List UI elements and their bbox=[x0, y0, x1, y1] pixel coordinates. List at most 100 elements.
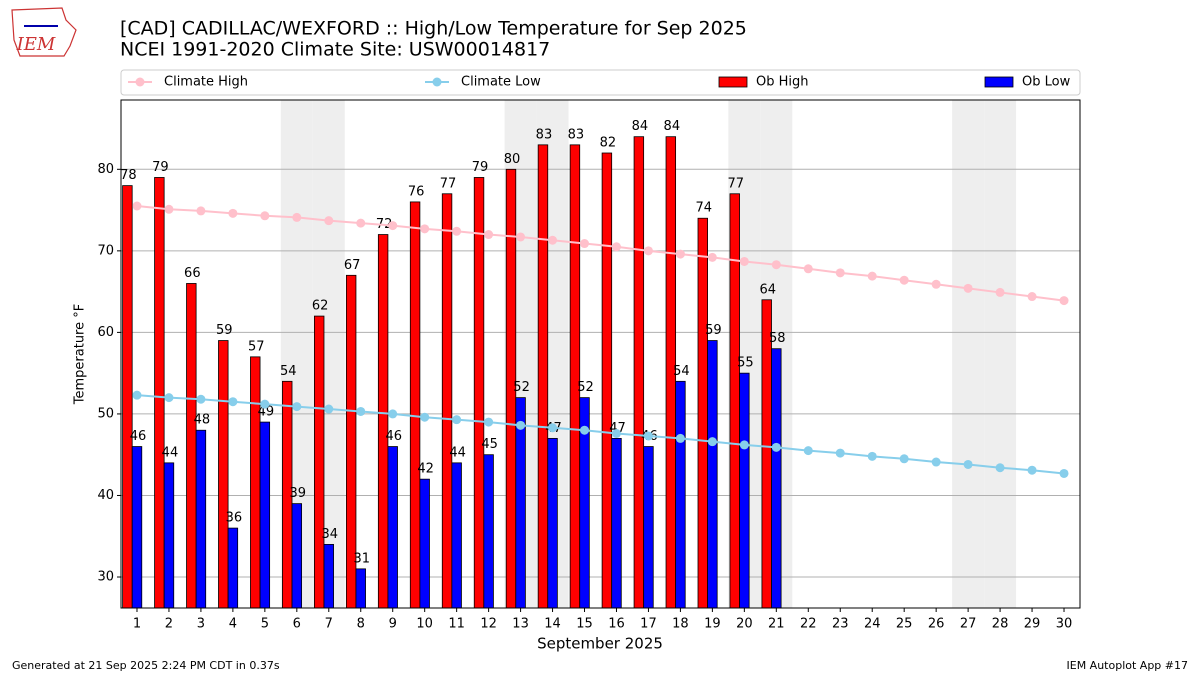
x-tick-label: 7 bbox=[325, 617, 333, 632]
point bbox=[164, 204, 174, 214]
value-label: 84 bbox=[664, 119, 681, 134]
bar bbox=[227, 527, 239, 609]
bar bbox=[323, 543, 334, 609]
point bbox=[548, 235, 558, 245]
bar bbox=[377, 234, 389, 609]
point bbox=[995, 463, 1005, 473]
x-tick-label: 19 bbox=[704, 617, 721, 632]
legend-label: Climate High bbox=[164, 75, 248, 90]
bar bbox=[218, 340, 229, 609]
x-tick-label: 14 bbox=[544, 617, 561, 632]
value-label: 77 bbox=[440, 176, 457, 191]
point bbox=[707, 252, 717, 262]
point bbox=[1059, 468, 1069, 478]
chart-subtitle: NCEI 1991-2020 Climate Site: USW00014817 bbox=[120, 39, 550, 61]
bar bbox=[163, 462, 175, 609]
logo-outline bbox=[11, 7, 77, 57]
point bbox=[643, 431, 653, 441]
logo: IEM bbox=[11, 7, 77, 57]
bar bbox=[291, 503, 303, 609]
value-label: 59 bbox=[216, 323, 233, 338]
bar bbox=[313, 315, 325, 609]
weekend-band bbox=[952, 100, 985, 608]
bar bbox=[643, 446, 654, 609]
value-label: 79 bbox=[472, 160, 489, 175]
point bbox=[228, 397, 238, 407]
point bbox=[611, 429, 621, 439]
value-label: 49 bbox=[258, 405, 275, 420]
point bbox=[548, 423, 558, 433]
point bbox=[580, 239, 590, 249]
value-label: 44 bbox=[449, 445, 466, 460]
point bbox=[132, 201, 142, 211]
value-label: 64 bbox=[759, 282, 776, 297]
x-tick-label: 18 bbox=[672, 617, 689, 632]
chart-title: [CAD] CADILLAC/WEXFORD :: High/Low Tempe… bbox=[120, 18, 747, 40]
point bbox=[388, 221, 398, 231]
point bbox=[739, 256, 749, 266]
value-label: 46 bbox=[130, 429, 147, 444]
point bbox=[132, 390, 142, 400]
x-tick-label: 11 bbox=[448, 617, 465, 632]
value-label: 67 bbox=[344, 258, 361, 273]
bar bbox=[122, 185, 133, 609]
point bbox=[931, 457, 941, 467]
x-axis-label: September 2025 bbox=[537, 635, 663, 653]
value-label: 66 bbox=[184, 266, 201, 281]
legend-box bbox=[120, 69, 1081, 96]
point bbox=[324, 216, 334, 226]
bar bbox=[697, 217, 708, 609]
bar bbox=[601, 152, 613, 609]
x-tick-label: 24 bbox=[864, 617, 881, 632]
bar bbox=[387, 446, 398, 609]
point bbox=[643, 246, 653, 256]
y-tick-label: 50 bbox=[97, 406, 114, 421]
value-label: 48 bbox=[194, 413, 211, 428]
bar bbox=[707, 340, 718, 609]
point bbox=[196, 394, 206, 404]
x-tick-label: 2 bbox=[165, 617, 173, 632]
value-label: 58 bbox=[769, 331, 786, 346]
x-tick-label: 9 bbox=[389, 617, 397, 632]
value-label: 54 bbox=[280, 364, 297, 379]
value-label: 39 bbox=[290, 486, 307, 501]
x-tick-label: 22 bbox=[800, 617, 817, 632]
value-label: 45 bbox=[481, 437, 498, 452]
point bbox=[164, 393, 174, 403]
x-tick-label: 27 bbox=[960, 617, 977, 632]
weekend-band bbox=[984, 100, 1017, 608]
point bbox=[803, 264, 813, 274]
value-label: 79 bbox=[152, 160, 169, 175]
point bbox=[675, 249, 685, 259]
value-label: 82 bbox=[600, 136, 617, 151]
point bbox=[452, 226, 462, 236]
bar bbox=[547, 437, 558, 609]
x-tick-label: 1 bbox=[133, 617, 141, 632]
x-tick-label: 23 bbox=[832, 617, 849, 632]
point bbox=[516, 232, 526, 242]
x-tick-label: 21 bbox=[768, 617, 785, 632]
value-label: 31 bbox=[353, 551, 370, 566]
point bbox=[260, 211, 270, 221]
bar bbox=[771, 348, 782, 609]
point bbox=[739, 440, 749, 450]
x-tick-label: 6 bbox=[293, 617, 301, 632]
bar bbox=[739, 372, 750, 609]
x-tick-label: 17 bbox=[640, 617, 657, 632]
value-label: 83 bbox=[536, 127, 553, 142]
bar bbox=[195, 429, 207, 609]
logo-text: IEM bbox=[16, 34, 56, 55]
bar bbox=[355, 568, 366, 609]
point bbox=[899, 275, 909, 285]
bar bbox=[483, 454, 494, 609]
point bbox=[324, 404, 334, 414]
value-label: 42 bbox=[417, 462, 434, 477]
legend-label: Ob High bbox=[756, 75, 809, 90]
footer-left: Generated at 21 Sep 2025 2:24 PM CDT in … bbox=[12, 659, 280, 672]
value-label: 84 bbox=[632, 119, 649, 134]
point bbox=[995, 287, 1005, 297]
point bbox=[899, 454, 909, 464]
point bbox=[484, 417, 494, 427]
value-label: 36 bbox=[226, 511, 243, 526]
